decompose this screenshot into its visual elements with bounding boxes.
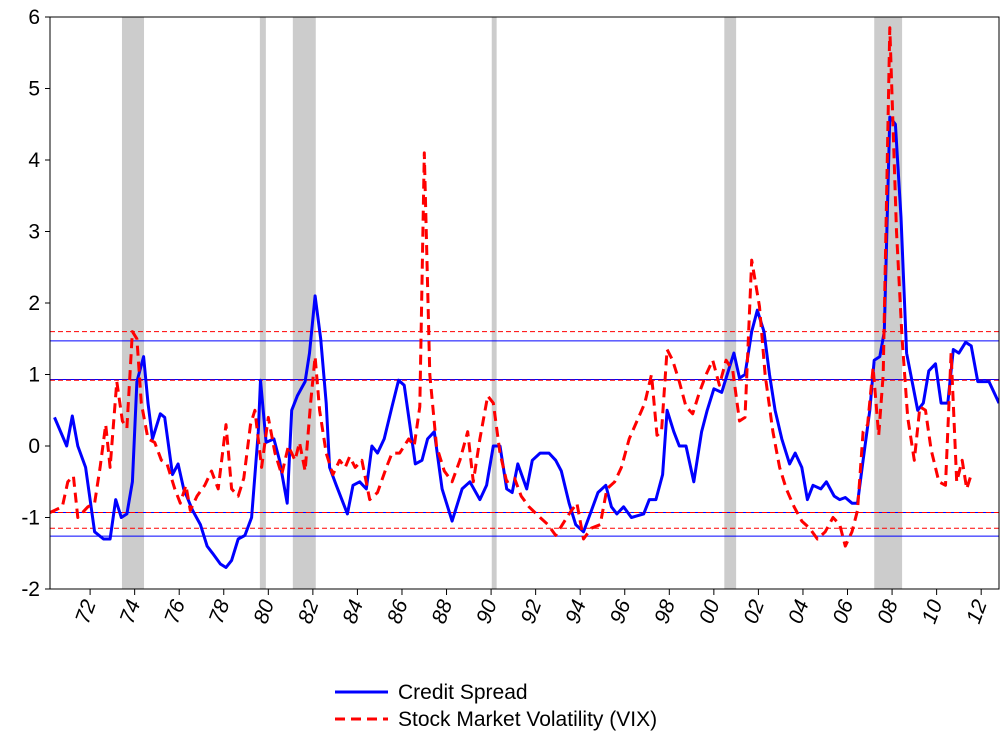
- x-tick-label: 94: [561, 597, 591, 627]
- x-tick-label: 12: [962, 597, 992, 627]
- x-tick-label: 86: [383, 597, 413, 627]
- x-tick-label: 80: [249, 597, 279, 627]
- x-tick-label: 96: [606, 597, 636, 627]
- series-line: [53, 115, 999, 569]
- plot-area: [50, 17, 999, 589]
- y-tick-label: 1: [28, 364, 40, 387]
- x-tick-label: 08: [873, 597, 903, 627]
- shaded-period: [259, 17, 266, 589]
- x-tick-label: 90: [472, 597, 502, 627]
- y-tick-label: 4: [28, 149, 40, 172]
- y-tick-label: 2: [28, 292, 40, 315]
- shaded-period: [724, 17, 737, 589]
- x-tick-label: 10: [918, 597, 948, 627]
- shaded-period: [292, 17, 316, 589]
- shaded-period: [491, 17, 497, 589]
- x-tick-label: 84: [339, 597, 369, 627]
- y-tick-label: -2: [21, 578, 40, 601]
- x-tick-label: 78: [205, 597, 235, 627]
- shaded-period: [874, 17, 903, 589]
- shaded-period: [121, 17, 145, 589]
- x-tick-label: 00: [695, 597, 725, 627]
- x-tick-label: 92: [517, 597, 547, 627]
- x-tick-label: 72: [71, 597, 101, 627]
- y-tick-label: 5: [28, 78, 40, 101]
- x-tick-label: 04: [784, 597, 814, 627]
- y-tick-label: 6: [28, 6, 40, 29]
- legend-label: Credit Spread: [398, 681, 528, 704]
- x-tick-label: 76: [160, 597, 190, 627]
- y-tick-label: -1: [21, 507, 40, 530]
- x-tick-label: 82: [294, 597, 324, 627]
- x-tick-label: 74: [116, 597, 146, 627]
- legend-label: Stock Market Volatility (VIX): [398, 708, 657, 731]
- y-tick-label: 3: [28, 221, 40, 244]
- y-tick-label: 0: [28, 435, 40, 458]
- x-tick-label: 88: [428, 597, 458, 627]
- series-line: [50, 26, 973, 548]
- x-tick-label: 98: [650, 597, 680, 627]
- x-tick-label: 06: [829, 597, 859, 627]
- x-tick-label: 02: [740, 597, 770, 627]
